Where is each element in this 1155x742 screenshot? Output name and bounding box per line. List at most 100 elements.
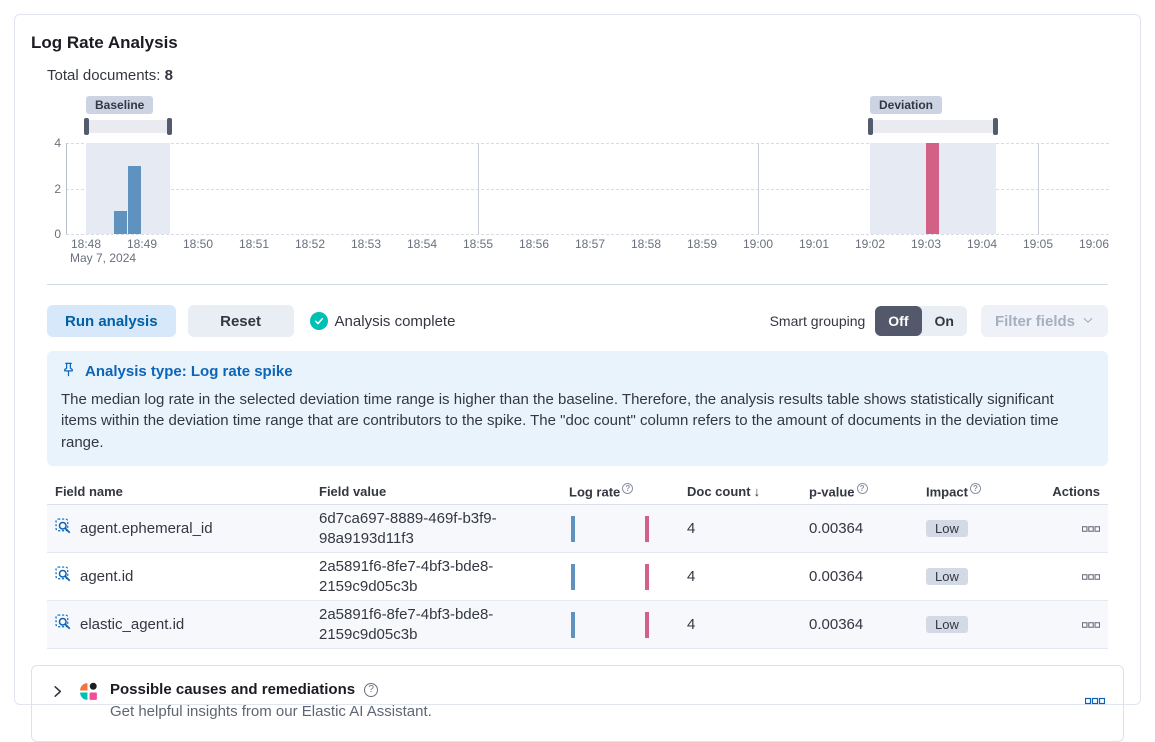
total-documents-value: 8 — [164, 67, 173, 84]
analysis-status: Analysis complete — [309, 312, 455, 330]
field-name: agent.id — [80, 568, 134, 586]
callout-title: Analysis type: Log rate spike — [85, 363, 293, 380]
x-axis-date-label: May 7, 2024 — [70, 251, 137, 265]
log-rate-analysis-panel: Log Rate Analysis Total documents: 8 4 2 0… — [14, 14, 1141, 742]
smart-grouping-toggle: Off On — [875, 306, 967, 336]
x-axis-label: 18:57 — [574, 237, 606, 251]
column-header-p-value[interactable]: p-value? — [801, 477, 918, 506]
doc-count-value: 4 — [687, 568, 696, 586]
x-axis-label: 19:05 — [1022, 237, 1054, 251]
impact-badge: Low — [926, 616, 968, 634]
baseline-mini-bar — [571, 563, 575, 590]
analysis-results-table: Field name Field value Log rate? Doc cou… — [47, 477, 1108, 650]
row-actions-icon[interactable] — [1080, 571, 1102, 583]
log-rate-sparkline — [569, 515, 651, 543]
possible-causes-accordion[interactable]: Possible causes and remediations ? Get h… — [31, 665, 1124, 742]
table-row: elastic_agent.id 2a5891f6-8fe7-4bf3-bde8… — [47, 600, 1108, 650]
x-axis-label: 18:49 — [126, 237, 158, 251]
p-value: 0.00364 — [809, 616, 864, 634]
x-axis-label: 19:04 — [966, 237, 998, 251]
y-axis-line — [66, 143, 67, 234]
baseline-badge: Baseline — [86, 96, 154, 114]
page-title: Log Rate Analysis — [31, 33, 178, 52]
info-icon[interactable]: ? — [622, 482, 634, 494]
deviation-badge: Deviation — [870, 96, 943, 114]
accordion-subtitle: Get helpful insights from our Elastic AI… — [110, 703, 432, 721]
impact-badge: Low — [926, 568, 968, 586]
deviation-mini-bar — [645, 611, 649, 638]
field-filter-icon[interactable] — [55, 518, 72, 539]
filter-fields-button[interactable]: Filter fields — [980, 305, 1108, 337]
field-name: agent.ephemeral_id — [80, 520, 213, 538]
doc-count-value: 4 — [687, 520, 696, 538]
run-analysis-button[interactable]: Run analysis — [47, 305, 176, 337]
column-header-log-rate[interactable]: Log rate? — [561, 477, 679, 506]
field-name: elastic_agent.id — [80, 616, 185, 634]
row-actions-icon[interactable] — [1080, 523, 1102, 535]
info-icon[interactable]: ? — [969, 482, 981, 494]
section-divider — [47, 284, 1108, 285]
smart-grouping-off-button[interactable]: Off — [875, 306, 922, 336]
check-circle-icon — [309, 312, 328, 330]
callout-body: The median log rate in the selected devi… — [61, 391, 1059, 451]
doc-count-value: 4 — [687, 616, 696, 634]
help-icon[interactable]: ? — [364, 682, 379, 697]
reset-button[interactable]: Reset — [187, 305, 294, 337]
v-gridline — [1038, 143, 1039, 234]
x-axis-label: 18:59 — [686, 237, 718, 251]
column-header-actions: Actions — [1038, 477, 1108, 506]
x-axis-label: 18:58 — [630, 237, 662, 251]
table-header-row: Field name Field value Log rate? Doc cou… — [47, 477, 1108, 506]
x-axis-label: 18:52 — [294, 237, 326, 251]
field-value: 6d7ca697-8889-469f-b3f9-98a9193d11f3 — [319, 510, 497, 547]
x-axis-label: 19:03 — [910, 237, 942, 251]
baseline-mini-bar — [571, 611, 575, 638]
field-filter-icon[interactable] — [55, 566, 72, 587]
deviation-brush[interactable] — [870, 120, 996, 133]
p-value: 0.00364 — [809, 520, 864, 538]
column-header-doc-count[interactable]: Doc count ↓ — [679, 477, 801, 506]
baseline-brush[interactable] — [86, 120, 170, 133]
filter-fields-label: Filter fields — [994, 312, 1075, 330]
smart-grouping-on-button[interactable]: On — [922, 306, 967, 336]
accordion-menu-icon[interactable] — [1083, 695, 1107, 707]
impact-badge: Low — [926, 520, 968, 538]
row-actions-icon[interactable] — [1080, 619, 1102, 631]
y-axis-label: 2 — [54, 181, 61, 196]
x-axis-label: 18:54 — [406, 237, 438, 251]
chevron-right-icon[interactable] — [48, 682, 67, 701]
x-axis-label: 19:02 — [854, 237, 886, 251]
accordion-title: Possible causes and remediations — [110, 681, 356, 699]
y-gridline — [66, 143, 1109, 144]
field-filter-icon[interactable] — [55, 614, 72, 635]
baseline-brush-handle-left[interactable] — [84, 118, 89, 135]
info-icon[interactable]: ? — [856, 482, 868, 494]
x-axis-label: 18:55 — [462, 237, 494, 251]
sort-desc-icon: ↓ — [753, 483, 761, 499]
x-axis-label: 18:50 — [182, 237, 214, 251]
analysis-type-callout: Analysis type: Log rate spike The median… — [47, 351, 1108, 466]
total-documents-label: Total documents: — [47, 67, 161, 84]
y-axis-label: 4 — [54, 136, 61, 150]
document-count-chart: 4 2 0 Baseline Deviation 18:48 18:49 18:50 18:51… — [47, 94, 1109, 266]
baseline-brush-handle-right[interactable] — [167, 118, 172, 135]
column-header-impact[interactable]: Impact? — [918, 477, 1038, 506]
x-axis-label: 19:00 — [742, 237, 774, 251]
x-axis-label: 19:01 — [798, 237, 830, 251]
baseline-bar — [114, 211, 127, 234]
x-axis-label: 18:51 — [238, 237, 270, 251]
accordion-text: Possible causes and remediations ? Get h… — [110, 681, 432, 720]
x-axis-label: 18:48 — [70, 237, 102, 251]
total-documents: Total documents: 8 — [47, 67, 1108, 84]
results-table-body: agent.ephemeral_id 6d7ca697-8889-469f-b3… — [47, 504, 1108, 650]
chevron-down-icon — [1082, 313, 1094, 330]
deviation-mini-bar — [645, 563, 649, 590]
v-gridline — [758, 143, 759, 234]
column-header-field-value[interactable]: Field value — [311, 477, 561, 506]
deviation-brush-handle-left[interactable] — [868, 118, 873, 135]
log-rate-sparkline — [569, 563, 651, 591]
x-axis-label: 18:56 — [518, 237, 550, 251]
column-header-field-name[interactable]: Field name — [47, 477, 311, 506]
baseline-mini-bar — [571, 515, 575, 542]
deviation-brush-handle-right[interactable] — [993, 118, 998, 135]
